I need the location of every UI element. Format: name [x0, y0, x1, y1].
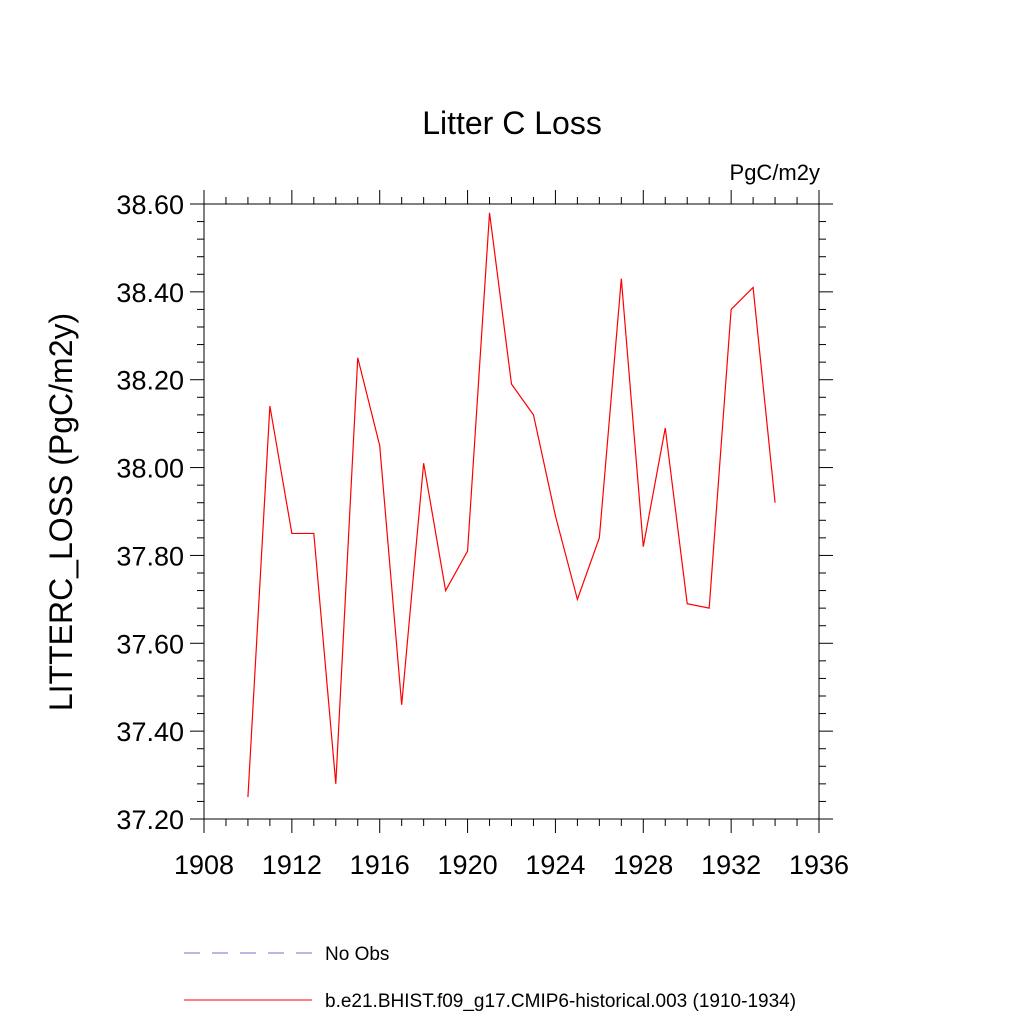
plot-frame: [203, 203, 820, 820]
x-tick-labels: 1908 1912 1916 1920 1924 1928 1932 1936: [174, 850, 849, 880]
y-tick-label: 37.20: [116, 805, 184, 835]
legend-label: No Obs: [325, 944, 389, 965]
x-tick-label: 1920: [438, 850, 498, 880]
y-tick-label: 37.60: [116, 629, 184, 659]
y-tick-label: 38.00: [116, 454, 184, 484]
x-tick-label: 1924: [525, 850, 585, 880]
y-tick-label: 38.20: [116, 366, 184, 396]
minor-ticks: [197, 197, 826, 826]
x-tick-label: 1916: [350, 850, 410, 880]
y-tick-label: 37.80: [116, 541, 184, 571]
legend-label: b.e21.BHIST.f09_g17.CMIP6-historical.003…: [325, 991, 796, 1012]
series-line: [247, 212, 776, 798]
x-tick-label: 1928: [613, 850, 673, 880]
x-tick-label: 1932: [701, 850, 761, 880]
y-tick-label: 37.40: [116, 717, 184, 747]
x-tick-label: 1936: [789, 850, 849, 880]
y-tick-label: 38.40: [116, 278, 184, 308]
x-tick-label: 1908: [174, 850, 234, 880]
chart-title: Litter C Loss: [422, 105, 602, 141]
units-label: PgC/m2y: [730, 160, 820, 185]
y-tick-labels: 37.20 37.40 37.60 37.80 38.00 38.20 38.40 38.60: [116, 190, 184, 835]
y-axis-label: LITTERC_LOSS (PgC/m2y): [43, 313, 79, 711]
legend: No Obs b.e21.BHIST.f09_g17.CMIP6-historic…: [184, 944, 796, 1012]
major-ticks: [190, 190, 833, 833]
x-tick-label: 1912: [262, 850, 322, 880]
y-tick-label: 38.60: [116, 190, 184, 220]
series-layer: [247, 212, 776, 798]
